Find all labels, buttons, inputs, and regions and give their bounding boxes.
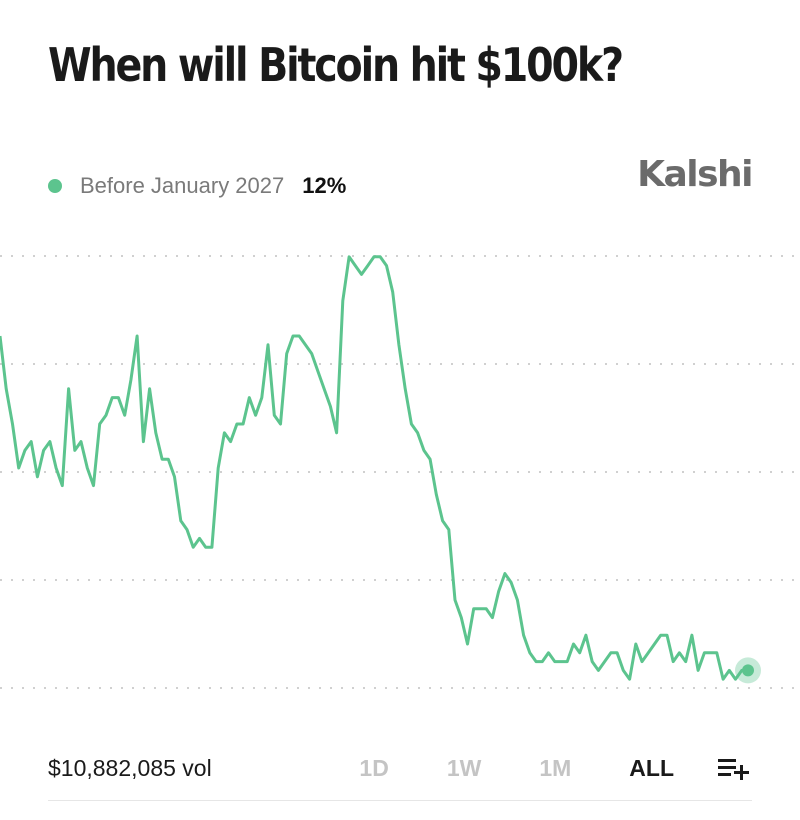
- page-title: When will Bitcoin hit $100k?: [48, 38, 624, 92]
- list-add-icon[interactable]: [718, 756, 752, 780]
- legend-label: Before January 2027: [80, 173, 285, 198]
- range-all-button[interactable]: ALL: [629, 754, 674, 781]
- legend-dot: [48, 179, 62, 193]
- range-1m-button[interactable]: 1M: [539, 754, 572, 781]
- range-selector: 1D 1W 1M ALL: [359, 755, 752, 782]
- brand-logo: Kalshi: [637, 154, 753, 195]
- volume-label: $10,882,085 vol: [48, 754, 212, 781]
- last-point-marker: [742, 664, 754, 677]
- legend-value: 12%: [302, 173, 347, 198]
- chart-footer: $10,882,085 vol 1D 1W 1M ALL: [48, 748, 752, 788]
- footer-divider: [48, 800, 752, 801]
- series-line: [0, 255, 748, 681]
- range-1d-button[interactable]: 1D: [359, 754, 389, 781]
- legend: Before January 2027 12%: [48, 172, 346, 200]
- price-chart: [0, 255, 800, 689]
- range-1w-button[interactable]: 1W: [446, 754, 482, 781]
